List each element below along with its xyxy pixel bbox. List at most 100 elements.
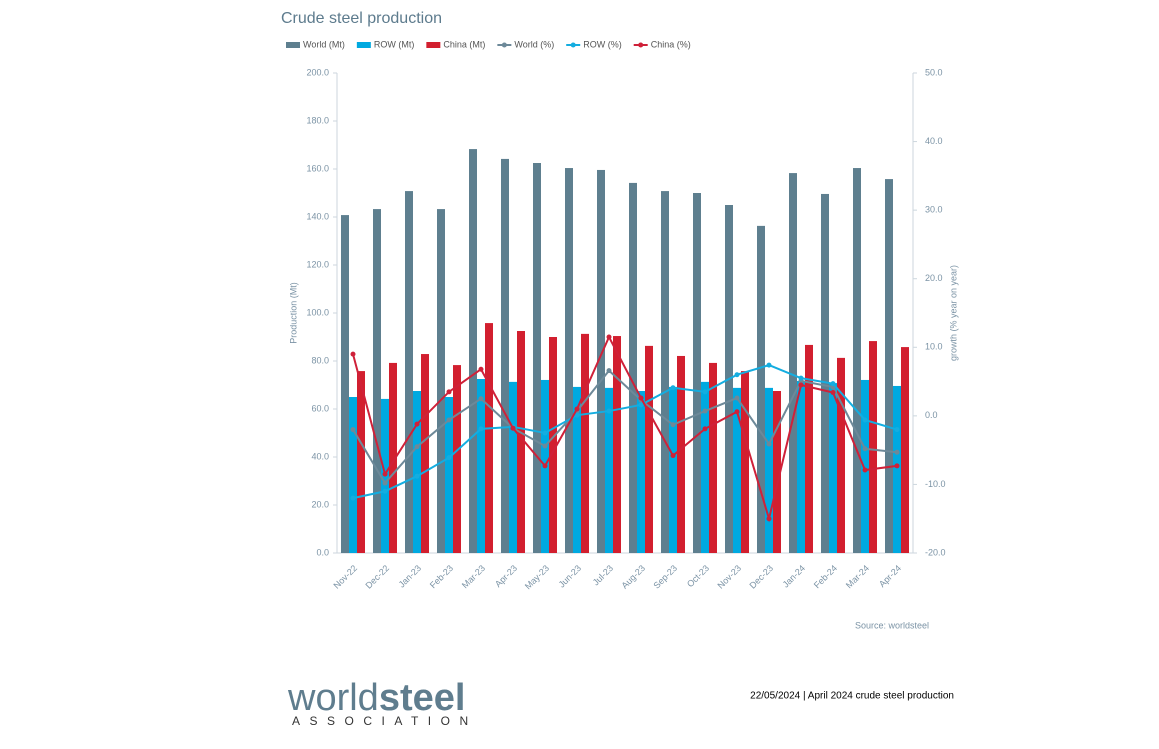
bar (445, 397, 453, 553)
y-tick-label: 160.0 (306, 163, 329, 173)
legend-label: China (%) (651, 39, 691, 49)
x-tick-label: Sep-23 (651, 563, 679, 591)
bar (501, 158, 509, 554)
bar (797, 380, 805, 553)
point (862, 417, 868, 423)
point (414, 444, 420, 450)
logo-sub: ASSOCIATION (292, 714, 478, 728)
y2-tick-label: 40.0 (925, 136, 943, 146)
y2-tick-label: 10.0 (925, 342, 943, 352)
bar (605, 387, 613, 553)
bar (341, 215, 349, 553)
bar (437, 209, 445, 553)
y2-tick-label: 0.0 (925, 410, 938, 420)
bar (469, 149, 477, 553)
bar (533, 163, 541, 553)
x-tick-label: Mar-24 (844, 563, 871, 590)
y2-tick-label: -20.0 (925, 547, 946, 557)
point (542, 443, 548, 449)
x-tick-label: Dec-23 (748, 563, 776, 591)
legend-swatch (286, 42, 300, 48)
point (542, 463, 548, 469)
bar (789, 173, 797, 553)
x-tick-label: Nov-22 (332, 563, 360, 591)
point (670, 453, 676, 459)
point (702, 408, 708, 414)
point (638, 402, 644, 408)
y-tick-label: 200.0 (306, 67, 329, 77)
point (478, 396, 484, 402)
point (702, 426, 708, 432)
point (446, 455, 452, 461)
point (446, 417, 452, 423)
point (606, 368, 612, 374)
point (798, 382, 804, 388)
y2-tick-label: 20.0 (925, 273, 943, 283)
source: Source: worldsteel (855, 620, 929, 630)
bar (581, 333, 589, 553)
point (766, 441, 772, 447)
point (350, 427, 356, 433)
bar (645, 345, 653, 553)
bar (837, 357, 845, 553)
bar (549, 337, 557, 553)
point (734, 372, 740, 378)
point (606, 334, 612, 340)
logo-main: world (287, 677, 379, 719)
legend-label: World (%) (514, 39, 554, 49)
x-tick-label: Jan-24 (781, 563, 808, 590)
point (606, 408, 612, 414)
point (542, 430, 548, 436)
x-tick-label: Aug-23 (619, 563, 647, 591)
point (478, 426, 484, 432)
point (670, 385, 676, 391)
point (478, 366, 484, 372)
x-tick-label: Feb-24 (812, 563, 839, 590)
x-tick-label: Jun-23 (557, 563, 584, 590)
x-tick-label: May-23 (523, 563, 551, 591)
bar (829, 383, 837, 553)
bar (373, 209, 381, 553)
point (894, 427, 900, 433)
y-tick-label: 60.0 (311, 403, 329, 413)
bar (413, 391, 421, 553)
y-tick-label: 180.0 (306, 115, 329, 125)
point (382, 471, 388, 477)
legend-swatch (356, 42, 371, 48)
x-tick-label: Apr-23 (493, 563, 519, 589)
point (702, 389, 708, 395)
bar (485, 323, 493, 553)
bar (805, 344, 813, 553)
x-tick-label: Nov-23 (716, 563, 744, 591)
point (798, 375, 804, 381)
bar (629, 182, 637, 554)
chart-title: Crude steel production (281, 10, 442, 27)
y-tick-label: 20.0 (311, 499, 329, 509)
y-tick-label: 100.0 (306, 307, 329, 317)
bar (757, 225, 765, 553)
bar (477, 379, 485, 553)
y-tick-label: 40.0 (311, 451, 329, 461)
bar (773, 391, 781, 553)
y-tick-label: 80.0 (311, 355, 329, 365)
bar (765, 387, 773, 553)
bar (741, 371, 749, 553)
x-tick-label: Apr-24 (877, 563, 903, 589)
legend-swatch (638, 42, 644, 48)
point (734, 395, 740, 401)
bar (517, 331, 525, 553)
legend-label: ROW (%) (583, 39, 622, 49)
legend-swatch (501, 42, 507, 48)
bar (357, 371, 365, 553)
point (414, 473, 420, 479)
y2-tick-label: -10.0 (925, 479, 946, 489)
point (574, 412, 580, 418)
point (446, 389, 452, 395)
y-tick-label: 120.0 (306, 259, 329, 269)
bar (509, 381, 517, 553)
x-tick-label: Jul-23 (591, 563, 615, 587)
point (382, 488, 388, 494)
y2-tick-label: 50.0 (925, 67, 943, 77)
point (510, 425, 516, 431)
point (766, 362, 772, 368)
